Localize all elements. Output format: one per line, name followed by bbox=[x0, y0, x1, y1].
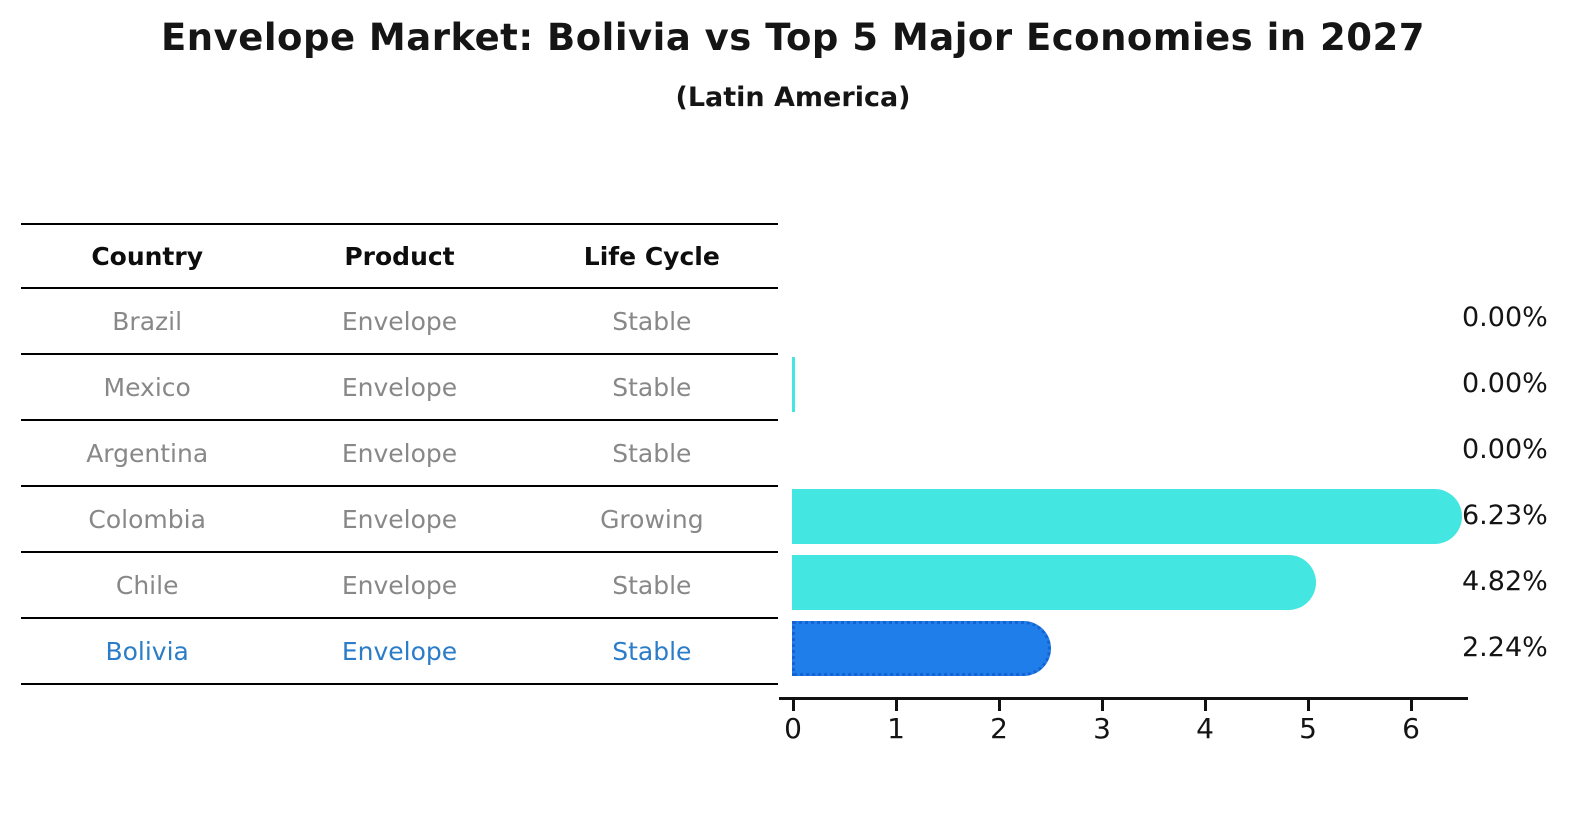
cell-product: Envelope bbox=[341, 570, 458, 600]
cell-country: Mexico bbox=[103, 372, 191, 402]
value-label-brazil: 0.00% bbox=[1462, 302, 1548, 333]
x-tick-mark bbox=[792, 699, 795, 711]
x-tick-label: 2 bbox=[990, 712, 1008, 745]
x-tick-label: 1 bbox=[887, 712, 905, 745]
cell-product: Envelope bbox=[341, 636, 458, 666]
cell-country: Chile bbox=[115, 570, 179, 600]
table-row: Bolivia Envelope Stable bbox=[21, 619, 778, 685]
column-header-lifecycle: Life Cycle bbox=[583, 241, 720, 271]
cell-lifecycle: Stable bbox=[612, 636, 692, 666]
cell-lifecycle: Growing bbox=[600, 504, 704, 534]
cell-product: Envelope bbox=[341, 504, 458, 534]
value-label-chile: 4.82% bbox=[1462, 566, 1548, 597]
chart-subtitle: (Latin America) bbox=[675, 82, 911, 113]
x-tick-label: 0 bbox=[784, 712, 802, 745]
cell-product: Envelope bbox=[341, 438, 458, 468]
cell-country: Colombia bbox=[88, 504, 206, 534]
value-label-argentina: 0.00% bbox=[1462, 434, 1548, 465]
table-row: Colombia Envelope Growing bbox=[21, 487, 778, 553]
x-axis-line bbox=[779, 697, 1468, 700]
value-label-bolivia: 2.24% bbox=[1462, 632, 1548, 663]
cell-country: Argentina bbox=[86, 438, 209, 468]
country-table: Country Product Life Cycle Brazil Envelop… bbox=[21, 223, 778, 685]
x-tick-label: 5 bbox=[1299, 712, 1317, 745]
table-body: Brazil Envelope Stable Mexico Envelope Stable… bbox=[21, 289, 778, 685]
table-header-row: Country Product Life Cycle bbox=[21, 225, 778, 289]
x-tick-mark bbox=[1307, 699, 1310, 711]
value-label-colombia: 6.23% bbox=[1462, 500, 1548, 531]
x-tick-mark bbox=[1101, 699, 1104, 711]
table-row: Brazil Envelope Stable bbox=[21, 289, 778, 355]
x-tick-label: 4 bbox=[1196, 712, 1214, 745]
table-row: Chile Envelope Stable bbox=[21, 553, 778, 619]
bar-mexico bbox=[792, 356, 795, 412]
value-label-mexico: 0.00% bbox=[1462, 368, 1548, 399]
cell-lifecycle: Stable bbox=[612, 306, 692, 336]
x-tick-mark bbox=[998, 699, 1001, 711]
x-tick-mark bbox=[1204, 699, 1207, 711]
cell-lifecycle: Stable bbox=[612, 372, 692, 402]
column-header-country: Country bbox=[91, 241, 204, 271]
cell-country: Bolivia bbox=[105, 636, 189, 666]
bar-chile bbox=[792, 554, 1317, 610]
x-tick-label: 6 bbox=[1402, 712, 1420, 745]
x-tick-mark bbox=[1410, 699, 1413, 711]
bar-bolivia bbox=[792, 620, 1051, 676]
chart-title: Envelope Market: Bolivia vs Top 5 Major … bbox=[161, 16, 1425, 59]
cell-lifecycle: Stable bbox=[612, 438, 692, 468]
table-row: Mexico Envelope Stable bbox=[21, 355, 778, 421]
cell-country: Brazil bbox=[112, 306, 183, 336]
table-row: Argentina Envelope Stable bbox=[21, 421, 778, 487]
bar-colombia bbox=[792, 488, 1462, 544]
cell-product: Envelope bbox=[341, 372, 458, 402]
cell-product: Envelope bbox=[341, 306, 458, 336]
x-tick-label: 3 bbox=[1093, 712, 1111, 745]
cell-lifecycle: Stable bbox=[612, 570, 692, 600]
x-tick-mark bbox=[895, 699, 898, 711]
column-header-product: Product bbox=[344, 241, 455, 271]
